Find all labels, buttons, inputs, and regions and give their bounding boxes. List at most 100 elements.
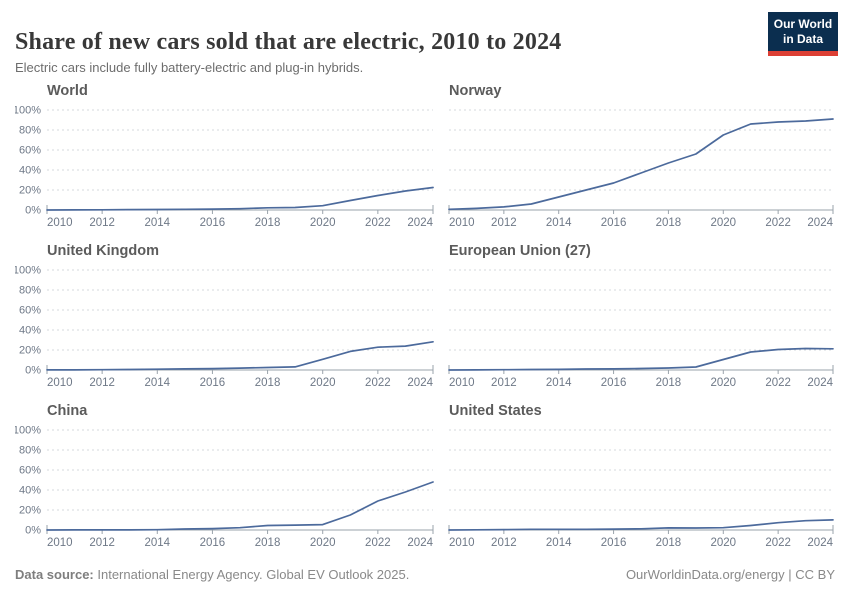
x-tick-label: 2014 [144,217,170,229]
x-tick-label: 2010 [47,537,73,549]
x-tick-label: 2014 [546,537,572,549]
license-and-url: OurWorldinData.org/energy | CC BY [625,567,835,582]
x-tick-label: 2014 [144,377,170,389]
chart-title: World [47,83,88,99]
x-tick-label: 2018 [255,537,281,549]
y-tick-label: 20% [19,345,41,357]
x-tick-label: 2014 [144,537,170,549]
y-tick-label: 80% [19,445,41,457]
x-tick-label: 2010 [449,217,475,229]
chart-footer: Data source: International Energy Agency… [15,567,835,582]
x-tick-label: 2010 [47,377,73,389]
data-source-text: International Energy Agency. Global EV O… [93,567,410,582]
y-tick-label: 40% [19,165,41,177]
chart-subtitle: Electric cars include fully battery-elec… [15,60,364,75]
series-line [46,186,434,211]
y-tick-label: 60% [19,145,41,157]
x-tick-label: 2012 [89,217,115,229]
owid-logo: Our World in Data [768,12,838,56]
series-line [448,347,834,371]
chart-title: European Union (27) [449,243,591,259]
data-source-note: Data source: International Energy Agency… [15,567,409,582]
chart-title: United States [449,403,542,419]
y-tick-label: 100% [15,265,41,277]
x-tick-label: 2022 [765,537,791,549]
x-tick-label: 2020 [710,537,736,549]
y-tick-label: 100% [15,105,41,117]
x-tick-label: 2010 [449,377,475,389]
y-tick-label: 40% [19,485,41,497]
page-title: Share of new cars sold that are electric… [15,29,562,56]
y-tick-label: 0% [25,205,41,217]
x-tick-label: 2018 [656,537,682,549]
chart-title: Norway [449,83,502,99]
y-tick-label: 40% [19,325,41,337]
x-tick-label: 2016 [200,217,226,229]
owid-logo-line2: in Data [782,32,823,46]
x-tick-label: 2018 [255,217,281,229]
line-chart-svg: 2010 2012 2014 2016 2018 2020 2022 2024 [448,109,834,229]
line-chart-svg: 0% 20% 40% 60% 80% 100% 2010 2012 2014 2016 2018 20… [15,265,434,389]
x-tick-label: 2024 [407,377,433,389]
chart-title: United Kingdom [47,243,159,259]
x-tick-label: 2020 [710,217,736,229]
chart-panel-norway: Norway 2010 2012 2014 2016 2018 2020 2022 2024 [435,81,835,241]
chart-panel-china: China 0% 20% 40% 60% 80% 100% 2010 2012 2014 2016… [15,401,435,561]
chart-panel-united-kingdom: United Kingdom 0% 20% 40% 60% 80% 100% 2010 201… [15,241,435,401]
x-tick-label: 2024 [807,217,833,229]
x-tick-label: 2022 [365,217,391,229]
x-tick-label: 2022 [765,377,791,389]
x-tick-label: 2020 [310,217,336,229]
x-tick-label: 2012 [491,537,517,549]
x-tick-label: 2010 [47,217,73,229]
x-tick-label: 2024 [407,217,433,229]
x-tick-label: 2022 [365,377,391,389]
x-tick-label: 2012 [491,377,517,389]
chart-panel-european-union: European Union (27) 2010 2012 2014 2016 2018… [435,241,835,401]
x-tick-label: 2022 [765,217,791,229]
y-tick-label: 80% [19,285,41,297]
y-tick-label: 60% [19,305,41,317]
y-tick-label: 60% [19,465,41,477]
x-tick-label: 2014 [546,217,572,229]
x-tick-label: 2016 [200,377,226,389]
chart-panel-united-states: United States 2010 2012 2014 2016 2018 2020 20… [435,401,835,561]
y-tick-label: 0% [25,525,41,537]
x-tick-label: 2016 [601,377,627,389]
small-multiples-grid: World 0% 20% 40% 60% 80% 100% 2010 2012 2014 2016… [15,81,835,561]
chart-panel-world: World 0% 20% 40% 60% 80% 100% 2010 2012 2014 2016… [15,81,435,241]
x-tick-label: 2014 [546,377,572,389]
line-chart-svg: 0% 20% 40% 60% 80% 100% 2010 2012 2014 2016 2018 20… [15,105,434,229]
x-tick-label: 2016 [200,537,226,549]
series-line [448,118,834,211]
x-tick-label: 2024 [407,537,433,549]
x-tick-label: 2020 [310,537,336,549]
x-tick-label: 2016 [601,217,627,229]
x-tick-label: 2010 [449,537,475,549]
x-tick-label: 2012 [491,217,517,229]
x-tick-label: 2018 [656,377,682,389]
y-tick-label: 0% [25,365,41,377]
x-tick-label: 2024 [807,377,833,389]
x-tick-label: 2012 [89,377,115,389]
x-tick-label: 2016 [601,537,627,549]
x-tick-label: 2012 [89,537,115,549]
line-chart-svg: 0% 20% 40% 60% 80% 100% 2010 2012 2014 2016 2018 20… [15,425,434,549]
x-tick-label: 2020 [310,377,336,389]
y-tick-label: 80% [19,125,41,137]
data-source-label: Data source: [15,567,94,582]
series-line [448,519,834,531]
y-tick-label: 100% [15,425,41,437]
x-tick-label: 2024 [807,537,833,549]
y-tick-label: 20% [19,505,41,517]
line-chart-svg: 2010 2012 2014 2016 2018 2020 2022 2024 [448,269,834,389]
line-chart-svg: 2010 2012 2014 2016 2018 2020 2022 2024 [448,429,834,549]
x-tick-label: 2020 [710,377,736,389]
owid-logo-line1: Our World [773,17,833,31]
chart-title: China [47,403,88,419]
x-tick-label: 2018 [656,217,682,229]
y-tick-label: 20% [19,185,41,197]
x-tick-label: 2022 [365,537,391,549]
series-line [46,481,434,531]
